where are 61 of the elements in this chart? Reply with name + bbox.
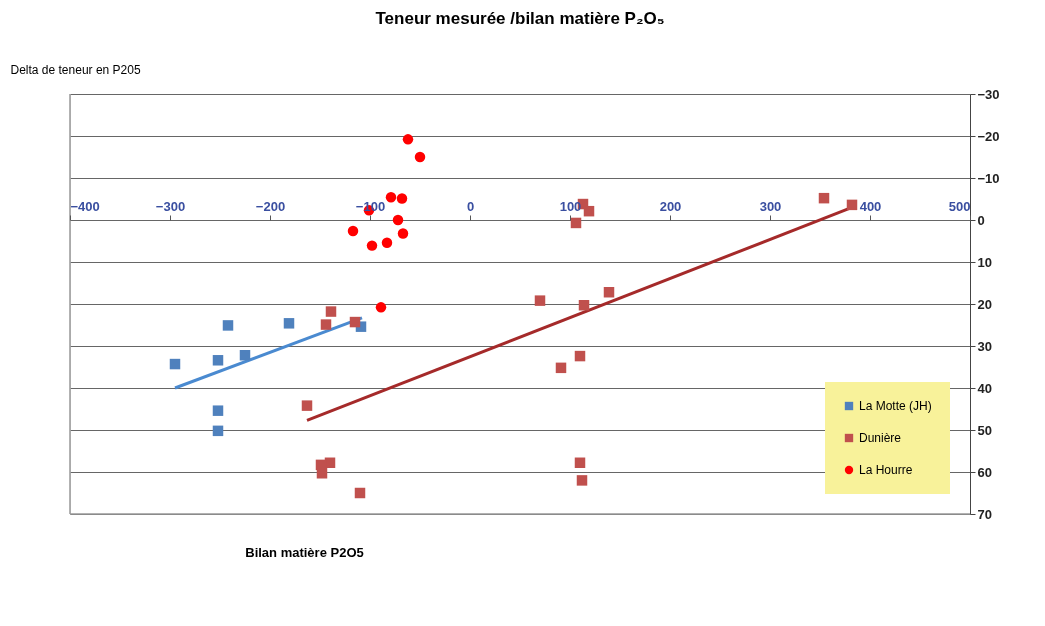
point [366,240,378,251]
x-tick-label: 0 [466,198,475,214]
x-tick-label: 100 [559,198,582,214]
point [239,350,251,361]
point [414,151,426,163]
point [603,287,615,298]
point [396,193,408,204]
point [570,217,582,229]
point [555,362,567,374]
y-tick-label: −20 [977,128,1000,144]
y-tick-label: 30 [977,338,992,354]
point [320,319,332,330]
y-tick-label: 60 [977,464,992,480]
point [846,199,858,211]
y-tick-label: 50 [977,422,992,438]
point [169,358,181,370]
y-tick-label: −30 [977,86,1000,102]
point [385,192,397,203]
point [325,306,337,317]
point [397,228,409,239]
x-tick-label: −300 [155,198,186,214]
y-tick-label: 70 [977,506,992,522]
point [354,487,366,499]
chart-title: Teneur mesurée /bilan matière P₂O₅ [375,9,665,28]
point [574,457,586,468]
point [349,316,361,328]
x-axis-title: Bilan matière P2O5 [245,544,364,560]
point [212,405,224,416]
y-tick-label: 0 [977,212,985,228]
legend-label: Dunière [859,431,902,445]
y-tick-label: −10 [977,170,1000,186]
point [301,400,313,411]
y-tick-label: 20 [977,296,992,312]
point [212,425,224,437]
y-axis-title: Delta de teneur en P205 [10,62,141,77]
point [574,350,586,362]
y-tick-label: 40 [977,380,992,396]
y-tick-label: 10 [977,254,992,270]
point [392,214,404,226]
x-tick-label: 400 [859,198,882,214]
point [576,475,588,486]
legend-label: La Motte (JH) [859,399,932,413]
point [375,302,387,313]
point [347,225,359,237]
point [534,295,546,306]
x-tick-label: 300 [759,198,782,214]
x-tick-label: −100 [355,198,386,214]
point [283,318,295,329]
x-tick-label: −200 [255,198,286,214]
point [818,192,830,204]
point [402,134,414,145]
point [316,468,328,479]
point [212,355,224,366]
x-tick-label: 200 [659,198,682,214]
x-tick-label: −400 [70,198,100,214]
legend-label: La Hourre [859,463,913,477]
x-tick-label: 500 [948,198,971,214]
point [381,237,393,248]
point [583,205,595,217]
point [222,320,234,331]
point [578,300,590,311]
